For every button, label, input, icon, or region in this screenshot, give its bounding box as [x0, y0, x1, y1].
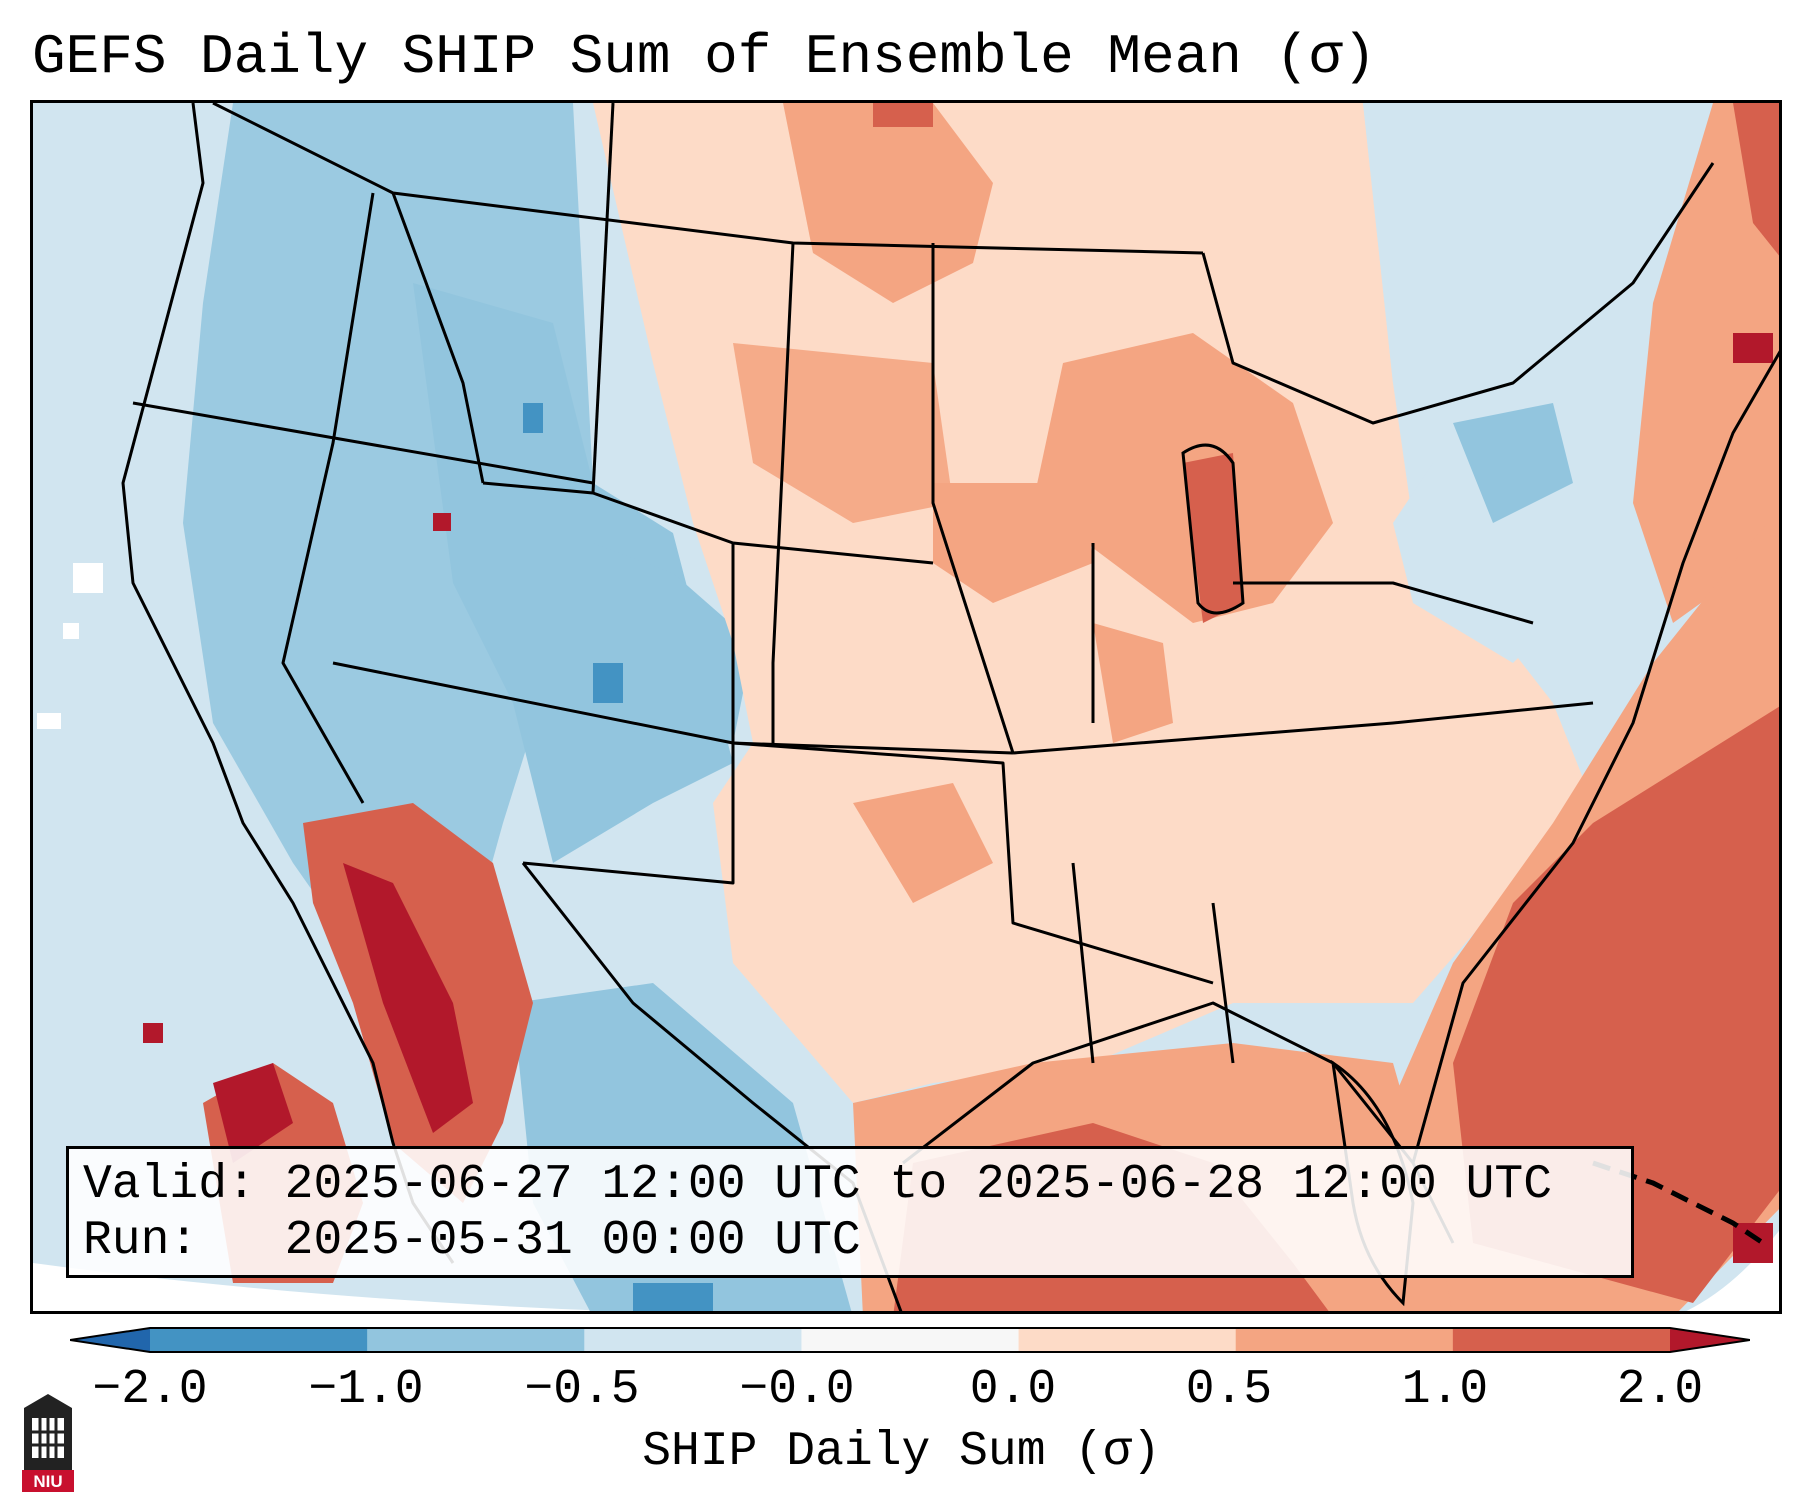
tick-label: −0.5	[524, 1363, 640, 1417]
colorbar-segment	[150, 1328, 368, 1352]
colorbar-segment	[584, 1328, 802, 1352]
region-colorado-blue	[593, 543, 753, 763]
chart-title: GEFS Daily SHIP Sum of Ensemble Mean (σ)	[32, 25, 1377, 89]
map-panel	[30, 100, 1782, 1314]
tick-label: 0.5	[1185, 1363, 1273, 1417]
tick-label: −2.0	[92, 1363, 208, 1417]
cell-white-3	[37, 713, 61, 729]
tick-label: 2.0	[1616, 1363, 1704, 1417]
region-dakota-red	[783, 103, 993, 303]
border-or-ca	[132, 401, 594, 485]
logo-text: NIU	[33, 1472, 62, 1491]
region-il-red	[1093, 623, 1173, 743]
border-nm-tx	[522, 743, 735, 885]
colorbar	[70, 1327, 1750, 1353]
cell-colorado-dark	[593, 663, 623, 703]
border-greatlakes-ne	[1201, 162, 1715, 425]
borders	[121, 103, 1779, 1311]
border-nd-mn	[771, 242, 795, 743]
domain-edge-sw	[33, 1263, 612, 1311]
colorbar-segment	[801, 1328, 1020, 1352]
tick-label: −0.0	[739, 1363, 855, 1417]
colorbar-segment	[1452, 1328, 1671, 1352]
border-ok-ar	[732, 741, 1214, 985]
region-maritime-red	[1633, 103, 1779, 623]
colorbar-extend-high	[1670, 1328, 1750, 1352]
colorbar-segment	[1235, 1328, 1454, 1352]
region-lake-michigan	[1183, 453, 1243, 623]
cell-south-dark	[633, 1283, 713, 1311]
colorbar-label: SHIP Daily Sum (σ)	[642, 1425, 1161, 1479]
border-ne	[732, 541, 934, 565]
cell-white-2	[63, 623, 79, 639]
niu-logo: NIU	[22, 1394, 74, 1492]
border-oh-pa	[1233, 581, 1534, 625]
region-greatlakes-red	[1033, 333, 1333, 623]
cell-pacific-spot	[143, 1023, 163, 1043]
region-plains-red	[733, 343, 953, 523]
border-canada	[212, 103, 1204, 255]
border-tn-nc	[1012, 701, 1594, 755]
cell-pacific-darkest	[213, 1063, 293, 1163]
coastline-east	[1411, 350, 1779, 1164]
valid-run-info: Valid: 2025-06-27 12:00 UTC to 2025-06-2…	[66, 1146, 1634, 1278]
colorbar-segments	[70, 1328, 1750, 1352]
cell-idaho-dark	[523, 403, 543, 433]
border-ms-al	[1071, 862, 1095, 1064]
valid-text: Valid: 2025-06-27 12:00 UTC to 2025-06-2…	[83, 1158, 1553, 1212]
region-northeast-blue	[1363, 103, 1713, 663]
region-maritime-dark	[1733, 103, 1779, 256]
border-mt-nd	[591, 103, 615, 494]
domain-edge-se	[1686, 1230, 1779, 1311]
colorbar-segment	[367, 1328, 585, 1352]
border-mn-ia	[931, 243, 1015, 754]
border-id-nv	[281, 192, 375, 804]
border-al-ga	[1211, 902, 1235, 1064]
coastline-west	[121, 103, 455, 1264]
region-iowa-red	[933, 483, 1093, 603]
cell-north-dark	[873, 103, 933, 127]
region-sonora-darkest	[343, 863, 473, 1133]
cell-caribbean-darkest	[1733, 1223, 1773, 1263]
lake-michigan-outline	[1181, 443, 1245, 615]
border-mt-id	[391, 192, 485, 484]
colorbar-outline	[70, 1327, 1750, 1353]
tick-label: 0.0	[969, 1363, 1057, 1417]
region-newyork-blue	[1453, 403, 1573, 523]
cell-white-1	[73, 563, 103, 593]
region-ok-red	[853, 783, 993, 903]
colorbar-segment	[1018, 1328, 1237, 1352]
ship-map	[33, 103, 1779, 1311]
tick-label: 1.0	[1401, 1363, 1489, 1417]
run-text: Run: 2025-05-31 00:00 UTC	[83, 1214, 861, 1268]
colorbar-extend-low	[70, 1328, 150, 1352]
cell-maritime-darkest	[1733, 333, 1773, 363]
cell-utah-spot	[433, 513, 451, 531]
tick-label: −1.0	[308, 1363, 424, 1417]
